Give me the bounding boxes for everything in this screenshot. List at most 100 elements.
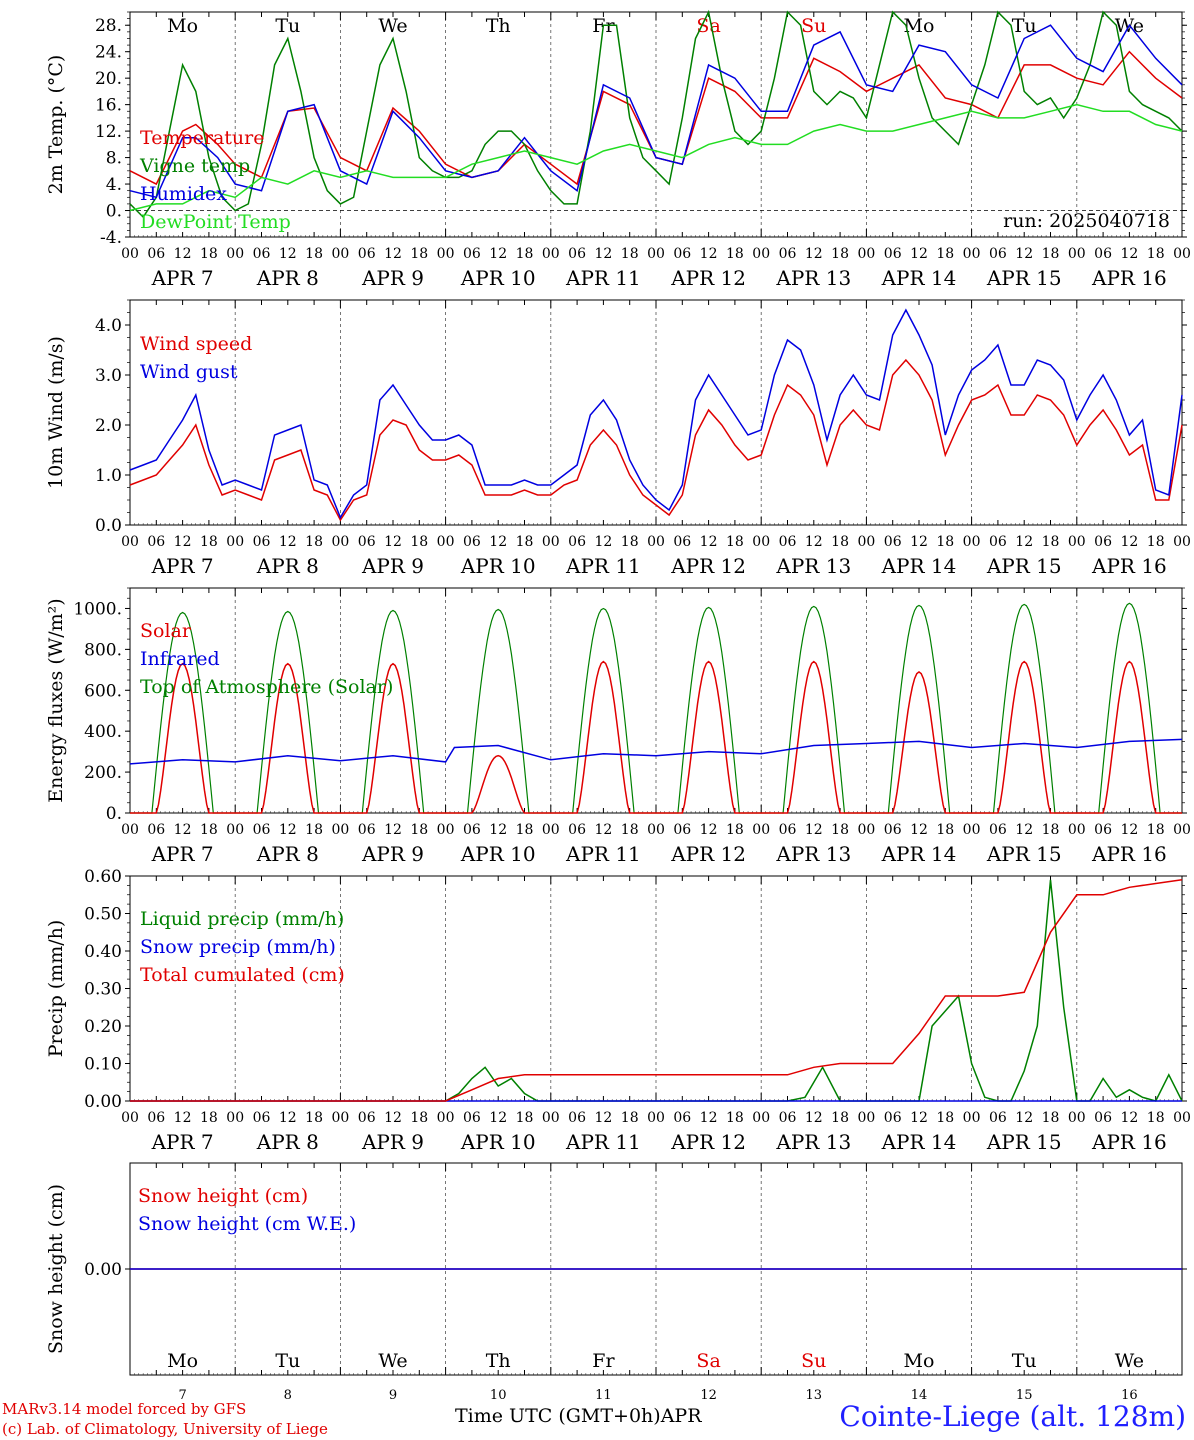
hour-tick-label: 00 (331, 534, 349, 550)
hour-tick-label: 12 (279, 822, 297, 838)
y-axis-label: 2m Temp. (°C) (45, 55, 67, 195)
series-wind-gust (129, 308, 1183, 520)
legend-entry: Snow precip (mm/h) (140, 936, 336, 958)
y-tick-label: 0. (106, 202, 122, 222)
date-label: APR 16 (1091, 842, 1167, 866)
hour-tick-label: 18 (726, 1110, 744, 1126)
hour-tick-label: 12 (489, 534, 507, 550)
hour-tick-label: 12 (384, 534, 402, 550)
day-tag: Tu (275, 15, 300, 37)
hour-tick-label: 12 (805, 534, 823, 550)
legend-entry: Snow height (cm W.E.) (138, 1213, 356, 1235)
y-tick-label: 0.60 (84, 867, 122, 887)
hour-tick-label: 00 (1068, 534, 1086, 550)
hour-tick-label: 18 (621, 1110, 639, 1126)
hour-tick-label: 18 (200, 1110, 218, 1126)
y-tick-label: 1.0 (95, 466, 122, 486)
y-tick-label: 0.30 (84, 980, 122, 1000)
hour-tick-label: 12 (1015, 534, 1033, 550)
hour-tick-label: 00 (752, 534, 770, 550)
hour-tick-label: 12 (594, 534, 612, 550)
date-label: APR 12 (670, 266, 746, 290)
hour-tick-label: 00 (857, 1110, 875, 1126)
hour-tick-label: 18 (1042, 1110, 1060, 1126)
hour-tick-label: 18 (516, 822, 534, 838)
date-label: APR 8 (256, 554, 319, 578)
y-tick-label: 0.00 (84, 1092, 122, 1112)
y-axis-label: 10m Wind (m/s) (45, 336, 67, 489)
hour-tick-label: 12 (174, 1110, 192, 1126)
x-axis-title: Time UTC (GMT+0h)APR (455, 1405, 702, 1427)
y-axis-label: Energy fluxes (W/m²) (45, 598, 67, 802)
y-tick-label: 0.40 (84, 942, 122, 962)
hour-tick-label: 18 (831, 822, 849, 838)
hour-tick-label: 06 (147, 822, 165, 838)
hour-tick-label: 00 (963, 246, 981, 262)
hour-tick-label: 12 (489, 246, 507, 262)
hour-tick-label: 00 (647, 246, 665, 262)
date-label: APR 9 (361, 1130, 424, 1154)
hour-tick-label: 06 (358, 246, 376, 262)
hour-tick-label: 06 (884, 822, 902, 838)
hour-tick-label: 12 (1120, 246, 1138, 262)
hour-tick-label: 00 (647, 1110, 665, 1126)
y-tick-label: 24. (95, 43, 122, 63)
hour-tick-label: 06 (253, 822, 271, 838)
hour-tick-label: 06 (989, 822, 1007, 838)
hour-tick-label: 18 (410, 246, 428, 262)
hour-tick-label: 12 (805, 246, 823, 262)
hour-tick-label: 06 (568, 246, 586, 262)
date-label: APR 16 (1091, 266, 1167, 290)
day-number: 13 (806, 1388, 823, 1403)
hour-tick-label: 00 (437, 534, 455, 550)
day-tag: Mo (167, 1350, 198, 1372)
date-label: APR 15 (986, 554, 1062, 578)
date-label: APR 9 (361, 554, 424, 578)
hour-tick-label: 18 (726, 534, 744, 550)
hour-tick-label: 00 (542, 534, 560, 550)
hour-tick-label: 00 (647, 534, 665, 550)
y-tick-label: 16. (95, 96, 122, 116)
date-label: APR 14 (881, 1130, 957, 1154)
y-tick-label: 600. (84, 681, 122, 701)
model-credit: MARv3.14 model forced by GFS (2, 1400, 247, 1418)
hour-tick-label: 18 (305, 246, 323, 262)
hour-tick-label: 00 (963, 534, 981, 550)
hour-tick-label: 00 (542, 1110, 560, 1126)
hour-tick-label: 12 (910, 822, 928, 838)
hour-tick-label: 12 (594, 1110, 612, 1126)
y-tick-label: 800. (84, 640, 122, 660)
day-tag: Su (801, 1350, 826, 1372)
date-label: APR 14 (881, 842, 957, 866)
hour-tick-label: 00 (752, 246, 770, 262)
date-label: APR 15 (986, 842, 1062, 866)
hour-tick-label: 00 (963, 822, 981, 838)
legend-entry: Snow height (cm) (138, 1185, 308, 1207)
hour-tick-label: 18 (305, 822, 323, 838)
hour-tick-label: 00 (226, 534, 244, 550)
day-tag: We (378, 1350, 407, 1372)
date-label: APR 12 (670, 554, 746, 578)
day-number: 12 (700, 1388, 717, 1403)
hour-tick-label: 00 (1068, 822, 1086, 838)
y-tick-label: 8. (106, 149, 122, 169)
legend-entry: Humidex (140, 183, 227, 205)
date-label: APR 9 (361, 266, 424, 290)
date-label: APR 8 (256, 1130, 319, 1154)
day-number: 16 (1121, 1388, 1138, 1403)
hour-tick-label: 12 (1015, 822, 1033, 838)
hour-tick-label: 06 (253, 534, 271, 550)
date-label: APR 12 (670, 1130, 746, 1154)
hour-tick-label: 06 (463, 1110, 481, 1126)
hour-tick-label: 00 (1173, 1110, 1191, 1126)
legend-entry: Wind speed (140, 333, 252, 355)
series-infrared (129, 738, 1183, 765)
day-tag: Mo (904, 15, 935, 37)
hour-tick-label: 18 (410, 534, 428, 550)
hour-tick-label: 00 (331, 822, 349, 838)
hour-tick-label: 06 (568, 822, 586, 838)
hour-tick-label: 12 (489, 822, 507, 838)
station-label: Cointe-Liege (alt. 128m) (839, 1400, 1186, 1433)
day-tag: We (378, 15, 407, 37)
hour-tick-label: 18 (1042, 534, 1060, 550)
